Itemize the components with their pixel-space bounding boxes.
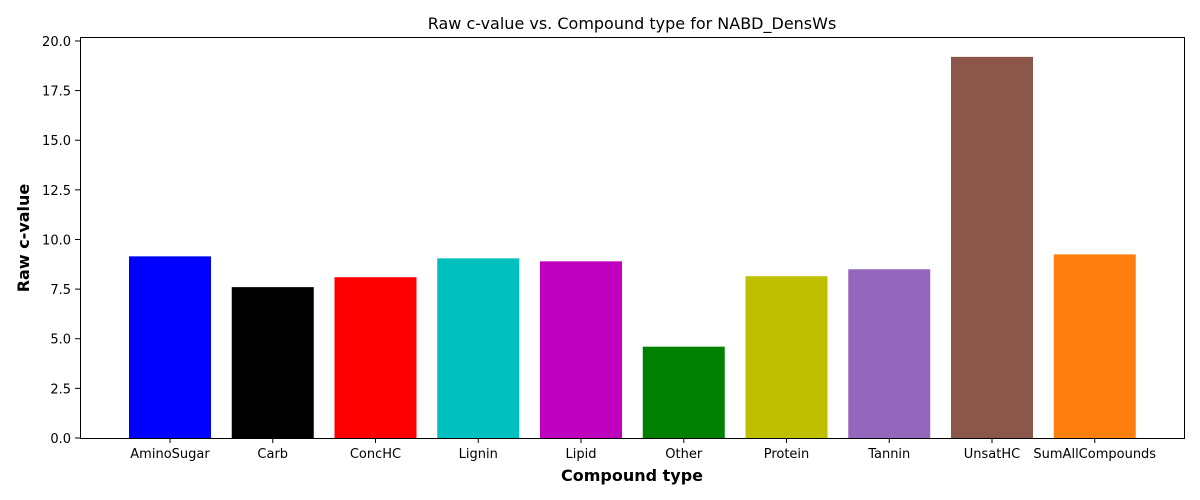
y-tick-label: 5.0 — [50, 333, 71, 348]
y-tick-label: 12.5 — [42, 184, 71, 199]
y-tick-label: 0.0 — [50, 432, 71, 447]
bar-carb — [231, 287, 314, 438]
chart-title: Raw c-value vs. Compound type for NABD_D… — [428, 14, 837, 34]
y-tick-label: 7.5 — [50, 283, 71, 298]
bars-group — [129, 56, 1136, 438]
bar-unsathc — [951, 56, 1033, 438]
bar-lignin — [437, 258, 520, 438]
x-tick-label: Tannin — [867, 447, 910, 462]
x-tick-label: Carb — [257, 447, 288, 462]
y-axis-label: Raw c-value — [14, 184, 33, 293]
bar-lipid — [540, 261, 622, 438]
bar-sumallcompounds — [1053, 254, 1136, 438]
x-axis-label: Compound type — [561, 466, 703, 485]
x-tick-label: UnsatHC — [964, 447, 1020, 462]
bar-aminosugar — [129, 256, 211, 438]
x-tick-label: SumAllCompounds — [1033, 447, 1156, 462]
bar-other — [642, 346, 725, 438]
y-tick-label: 15.0 — [42, 134, 71, 149]
y-tick-label: 10.0 — [42, 233, 71, 248]
y-axis-ticks: 0.0 2.5 5.0 7.5 10.0 12.5 15.0 17.5 20.0 — [42, 35, 80, 447]
x-tick-label: Lipid — [566, 447, 597, 462]
x-tick-label: ConcHC — [350, 447, 401, 462]
bar-conchc — [334, 277, 417, 438]
x-tick-label: AminoSugar — [130, 447, 210, 462]
y-tick-label: 20.0 — [42, 35, 71, 50]
bar-tannin — [848, 269, 931, 438]
plot-frame — [80, 37, 1185, 439]
bar-protein — [745, 276, 828, 438]
x-tick-label: Other — [665, 447, 703, 462]
y-tick-label: 2.5 — [50, 382, 71, 397]
y-tick-label: 17.5 — [42, 85, 71, 100]
x-tick-label: Protein — [764, 447, 810, 462]
x-axis-ticks: AminoSugar Carb ConcHC Lignin Lipid Other Prot… — [130, 438, 1156, 462]
x-tick-label: Lignin — [459, 447, 498, 462]
